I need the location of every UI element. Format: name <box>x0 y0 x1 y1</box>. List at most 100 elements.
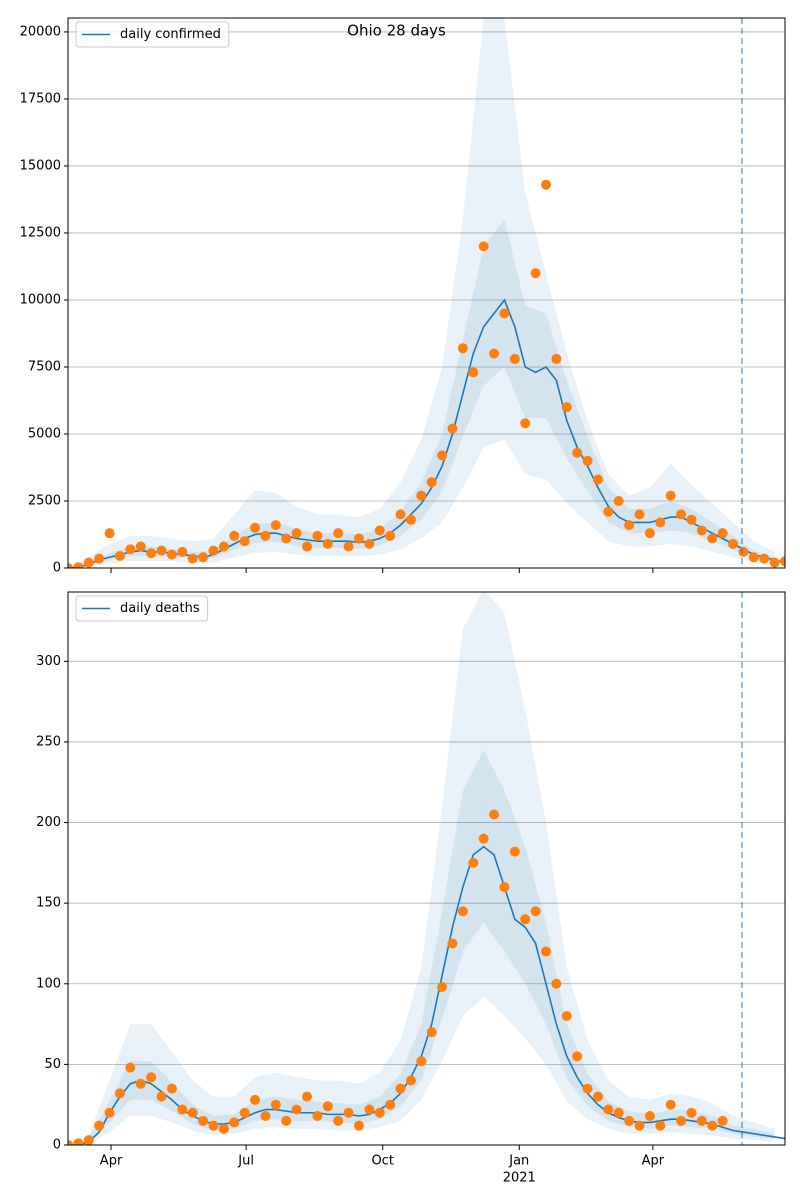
x-tick-label: Oct <box>371 1154 393 1169</box>
data-point <box>94 553 105 564</box>
plot-area <box>68 18 785 568</box>
y-tick-label: 0 <box>53 1138 61 1153</box>
data-point <box>478 241 489 252</box>
data-point <box>468 367 479 378</box>
data-point <box>104 1107 115 1118</box>
y-tick-label: 17500 <box>20 91 61 106</box>
subplot: 0 50 100 150 200 250 300 Apr Jul Oct Jan Apr 2021 dai… <box>36 591 786 1186</box>
data-point <box>592 474 603 485</box>
data-point <box>146 1072 157 1083</box>
data-point <box>260 1110 271 1121</box>
data-point <box>125 1062 136 1073</box>
data-point <box>405 1075 416 1086</box>
data-point <box>717 1115 728 1126</box>
data-point <box>333 528 344 539</box>
data-point <box>125 544 136 555</box>
data-point <box>582 455 593 466</box>
data-point <box>489 348 500 359</box>
y-tick-label: 0 <box>53 561 61 576</box>
data-point <box>218 1123 229 1134</box>
subplot: 0 2500 5000 7500 10000 12500 15000 17500 20000 Oh… <box>20 17 786 576</box>
data-point <box>468 857 479 868</box>
y-tick-label: 300 <box>36 654 61 669</box>
data-point <box>592 1091 603 1102</box>
data-point <box>728 538 739 549</box>
data-point <box>208 545 219 556</box>
data-point <box>73 1138 84 1145</box>
data-point <box>665 490 676 501</box>
data-point <box>208 1120 219 1131</box>
data-point <box>114 550 125 561</box>
data-point <box>135 541 146 552</box>
data-point <box>177 1104 188 1115</box>
data-point <box>437 450 448 461</box>
legend: daily deaths <box>75 595 209 622</box>
data-point <box>156 1091 167 1102</box>
y-tick-label: 2500 <box>28 493 61 508</box>
data-point <box>229 1117 240 1128</box>
data-point <box>696 525 707 536</box>
y-tick-label: 15000 <box>20 158 61 173</box>
data-point <box>738 546 749 557</box>
data-point <box>291 1104 302 1115</box>
data-point <box>416 1056 427 1067</box>
data-point <box>499 308 510 319</box>
data-point <box>218 541 229 552</box>
data-point <box>655 1120 666 1131</box>
axes-frame <box>67 591 786 1146</box>
legend: daily confirmed <box>75 21 230 48</box>
legend-frame <box>75 21 230 48</box>
data-point <box>686 514 697 525</box>
data-point <box>374 525 385 536</box>
data-point <box>229 530 240 541</box>
data-point <box>686 1107 697 1118</box>
y-tick-label: 250 <box>36 734 61 749</box>
data-point <box>541 179 551 190</box>
data-point <box>83 557 94 568</box>
data-point <box>270 520 281 531</box>
legend-frame <box>75 595 209 622</box>
legend-label: daily deaths <box>120 601 200 616</box>
data-point <box>83 1135 94 1145</box>
data-point <box>395 509 406 520</box>
plot-area <box>68 592 785 1145</box>
data-point <box>603 506 614 517</box>
y-tick-label: 5000 <box>28 426 61 441</box>
band <box>68 18 775 568</box>
data-point <box>426 477 437 488</box>
data-point <box>707 533 718 544</box>
data-point <box>665 1099 676 1110</box>
data-point <box>561 402 572 413</box>
data-point <box>457 343 468 354</box>
data-point <box>166 1083 177 1094</box>
y-tick-label: 20000 <box>20 24 61 39</box>
data-point <box>343 541 354 552</box>
data-point <box>239 536 250 547</box>
data-point <box>405 514 416 525</box>
data-point <box>717 528 728 539</box>
data-point <box>457 906 468 917</box>
data-point <box>364 1104 375 1115</box>
chart-title: Ohio 28 days <box>347 22 446 40</box>
legend-label: daily confirmed <box>120 27 221 42</box>
data-point <box>613 1107 624 1118</box>
data-point <box>364 538 375 549</box>
data-point <box>385 530 396 541</box>
data-point <box>270 1099 281 1110</box>
data-point <box>374 1107 385 1118</box>
data-point <box>68 563 73 568</box>
data-point <box>572 1051 583 1062</box>
data-point <box>561 1011 572 1022</box>
axes-frame <box>67 17 786 569</box>
data-point <box>250 1094 261 1105</box>
data-point <box>769 557 780 568</box>
data-point <box>696 1115 707 1126</box>
data-point <box>333 1115 344 1126</box>
data-point <box>250 522 261 533</box>
data-point <box>634 509 645 520</box>
x-tick-label: Jan <box>508 1154 529 1169</box>
data-point <box>146 548 157 559</box>
data-point <box>281 1115 292 1126</box>
x-tick-label: Apr <box>642 1154 665 1169</box>
data-point <box>73 562 84 568</box>
